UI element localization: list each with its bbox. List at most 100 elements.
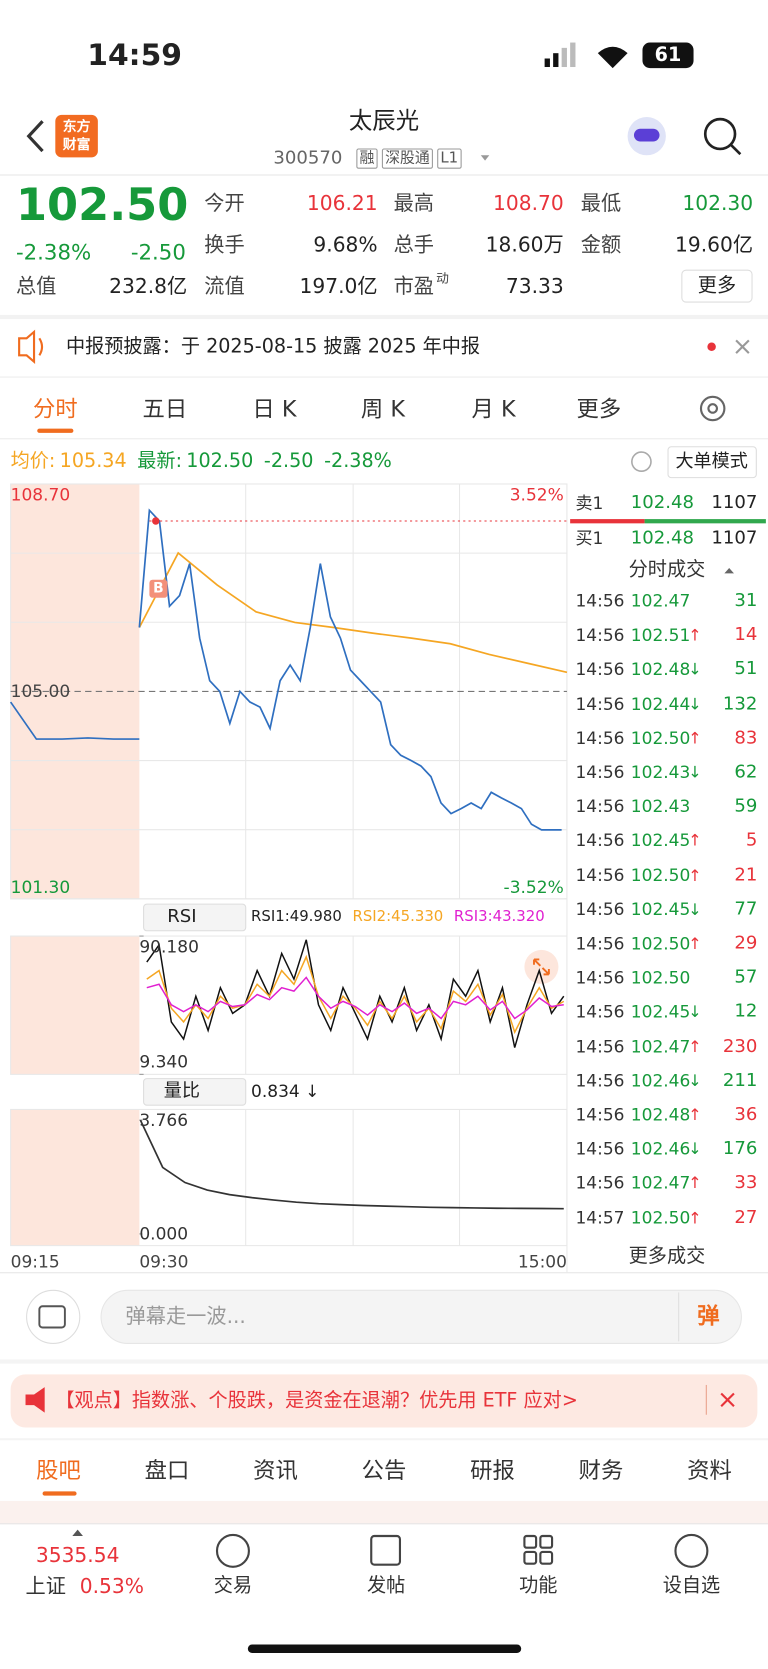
trade-time: 14:56 xyxy=(575,830,625,851)
chart-tab[interactable]: 日 K xyxy=(252,396,297,422)
close-icon[interactable] xyxy=(720,1392,735,1407)
comment-input[interactable] xyxy=(100,1289,742,1345)
trade-volume: 57 xyxy=(734,966,758,989)
trade-price: 102.50 xyxy=(630,933,691,954)
section-tab[interactable]: 公告 xyxy=(361,1457,407,1484)
trade-price: 102.44 xyxy=(630,693,691,714)
stat-value: 18.60万 xyxy=(485,233,564,257)
comment-placeholder[interactable]: 弹幕走一波... xyxy=(125,1304,246,1329)
logo-text: 财富 xyxy=(62,137,91,154)
nav-item[interactable]: 设自选 xyxy=(662,1574,721,1597)
pct-tick-label: 3.52% xyxy=(509,484,564,505)
stat-label: 最高 xyxy=(393,192,435,216)
trade-price: 102.45 xyxy=(630,899,691,920)
trade-direction: ↑ xyxy=(688,1173,702,1193)
info-last: 102.50 xyxy=(186,450,254,473)
buy-marker-label: B xyxy=(153,581,164,597)
trade-price: 102.43 xyxy=(630,762,691,783)
book-volume: 1107 xyxy=(711,527,758,549)
section-tab[interactable]: 股吧 xyxy=(36,1457,81,1484)
section-tab[interactable]: 资料 xyxy=(687,1457,732,1484)
banner-text[interactable]: 【观点】指数涨、个股跌，是资金在退潮？优先用 ETF 应对> xyxy=(55,1389,578,1412)
tab-underline xyxy=(42,1491,77,1496)
trades-title: 分时成交 xyxy=(628,558,706,582)
divider xyxy=(0,1523,768,1525)
trade-volume: 132 xyxy=(722,692,758,715)
chart-tab[interactable]: 周 K xyxy=(360,396,405,422)
danmaku-button[interactable]: 弹 xyxy=(697,1303,720,1330)
trade-time: 14:56 xyxy=(575,1104,625,1125)
more-button[interactable] xyxy=(681,269,753,303)
dropdown-icon[interactable] xyxy=(480,155,490,161)
danmaku-toggle[interactable] xyxy=(26,1289,81,1345)
chart-tab[interactable]: 更多 xyxy=(576,396,622,422)
chart-tab[interactable]: 五日 xyxy=(142,396,188,422)
stat-value: 197.0亿 xyxy=(299,275,378,299)
divider xyxy=(0,438,768,440)
indicator-name[interactable]: 量比 xyxy=(163,1080,200,1102)
y-tick-label: 90.180 xyxy=(139,936,199,957)
chart-tab[interactable]: 月 K xyxy=(471,396,516,422)
pct-tick-label: -3.52% xyxy=(503,876,564,898)
nav-item[interactable]: 发帖 xyxy=(366,1574,406,1597)
notice-text[interactable]: 中报预披露：于 2025-08-15 披露 2025 年中报 xyxy=(65,335,481,358)
nav-item[interactable]: 功能 xyxy=(519,1574,558,1597)
speaker-icon xyxy=(18,329,36,364)
vol-ratio-line xyxy=(139,1119,564,1210)
trade-time: 14:56 xyxy=(575,659,625,680)
settings-icon[interactable] xyxy=(699,395,726,422)
nav-item[interactable]: 交易 xyxy=(213,1574,253,1597)
mode-button[interactable]: 大单模式 xyxy=(675,450,748,473)
search-icon[interactable] xyxy=(703,117,737,151)
mode-button[interactable] xyxy=(667,446,757,479)
trade-direction: ↓ xyxy=(688,899,702,919)
book-label: 买1 xyxy=(575,528,604,549)
stat-label: 流值 xyxy=(204,275,245,299)
section-tab[interactable]: 财务 xyxy=(578,1457,624,1484)
trade-time: 14:56 xyxy=(575,1036,625,1057)
post-icon[interactable] xyxy=(370,1534,402,1566)
banner[interactable] xyxy=(10,1374,758,1428)
trade-time: 14:56 xyxy=(575,864,625,886)
info-avg: 105.34 xyxy=(59,450,127,473)
trade-volume: 176 xyxy=(722,1138,758,1160)
trade-direction: ↓ xyxy=(688,694,702,714)
chart-tab[interactable]: 分时 xyxy=(32,396,78,422)
stock-code: 300570 xyxy=(273,147,343,169)
help-icon[interactable] xyxy=(631,451,652,473)
divider xyxy=(0,376,768,378)
section-tab[interactable]: 资讯 xyxy=(253,1457,298,1484)
divider xyxy=(0,314,768,320)
trade-price: 102.51 xyxy=(630,625,691,646)
trade-time: 14:56 xyxy=(575,796,625,817)
divider xyxy=(0,1438,768,1441)
premarket-area xyxy=(10,1109,140,1246)
stock-tag: 深股通 xyxy=(381,148,433,169)
trade-icon[interactable] xyxy=(215,1533,250,1568)
index-change: 0.53% xyxy=(79,1574,144,1599)
y-tick-label: 108.70 xyxy=(10,484,71,505)
indicator-name[interactable]: RSI xyxy=(167,906,197,928)
watchlist-icon[interactable] xyxy=(674,1533,709,1568)
stock-tag: 融 xyxy=(356,148,378,169)
back-icon[interactable] xyxy=(26,120,44,153)
expand-icon[interactable] xyxy=(524,949,559,984)
avg-line xyxy=(138,551,568,674)
book-label: 卖1 xyxy=(575,492,604,514)
section-tab[interactable]: 研报 xyxy=(470,1457,515,1484)
close-icon[interactable] xyxy=(735,339,750,354)
trade-time: 14:56 xyxy=(575,967,625,988)
battery-level: 61 xyxy=(654,43,682,67)
collapse-icon[interactable] xyxy=(724,568,734,574)
more-trades[interactable]: 更多成交 xyxy=(628,1244,706,1268)
y-tick-label: 0.000 xyxy=(139,1223,189,1244)
trade-direction: ↑ xyxy=(688,728,702,748)
indicator-select[interactable] xyxy=(143,903,247,932)
function-icon[interactable] xyxy=(523,1534,554,1565)
more-button[interactable]: 更多 xyxy=(697,274,737,297)
section-tab[interactable]: 盘口 xyxy=(144,1457,190,1484)
book-bar xyxy=(570,519,645,524)
assistant-avatar xyxy=(633,128,660,142)
indicator-select[interactable] xyxy=(143,1078,247,1106)
trade-time: 14:56 xyxy=(575,590,625,612)
